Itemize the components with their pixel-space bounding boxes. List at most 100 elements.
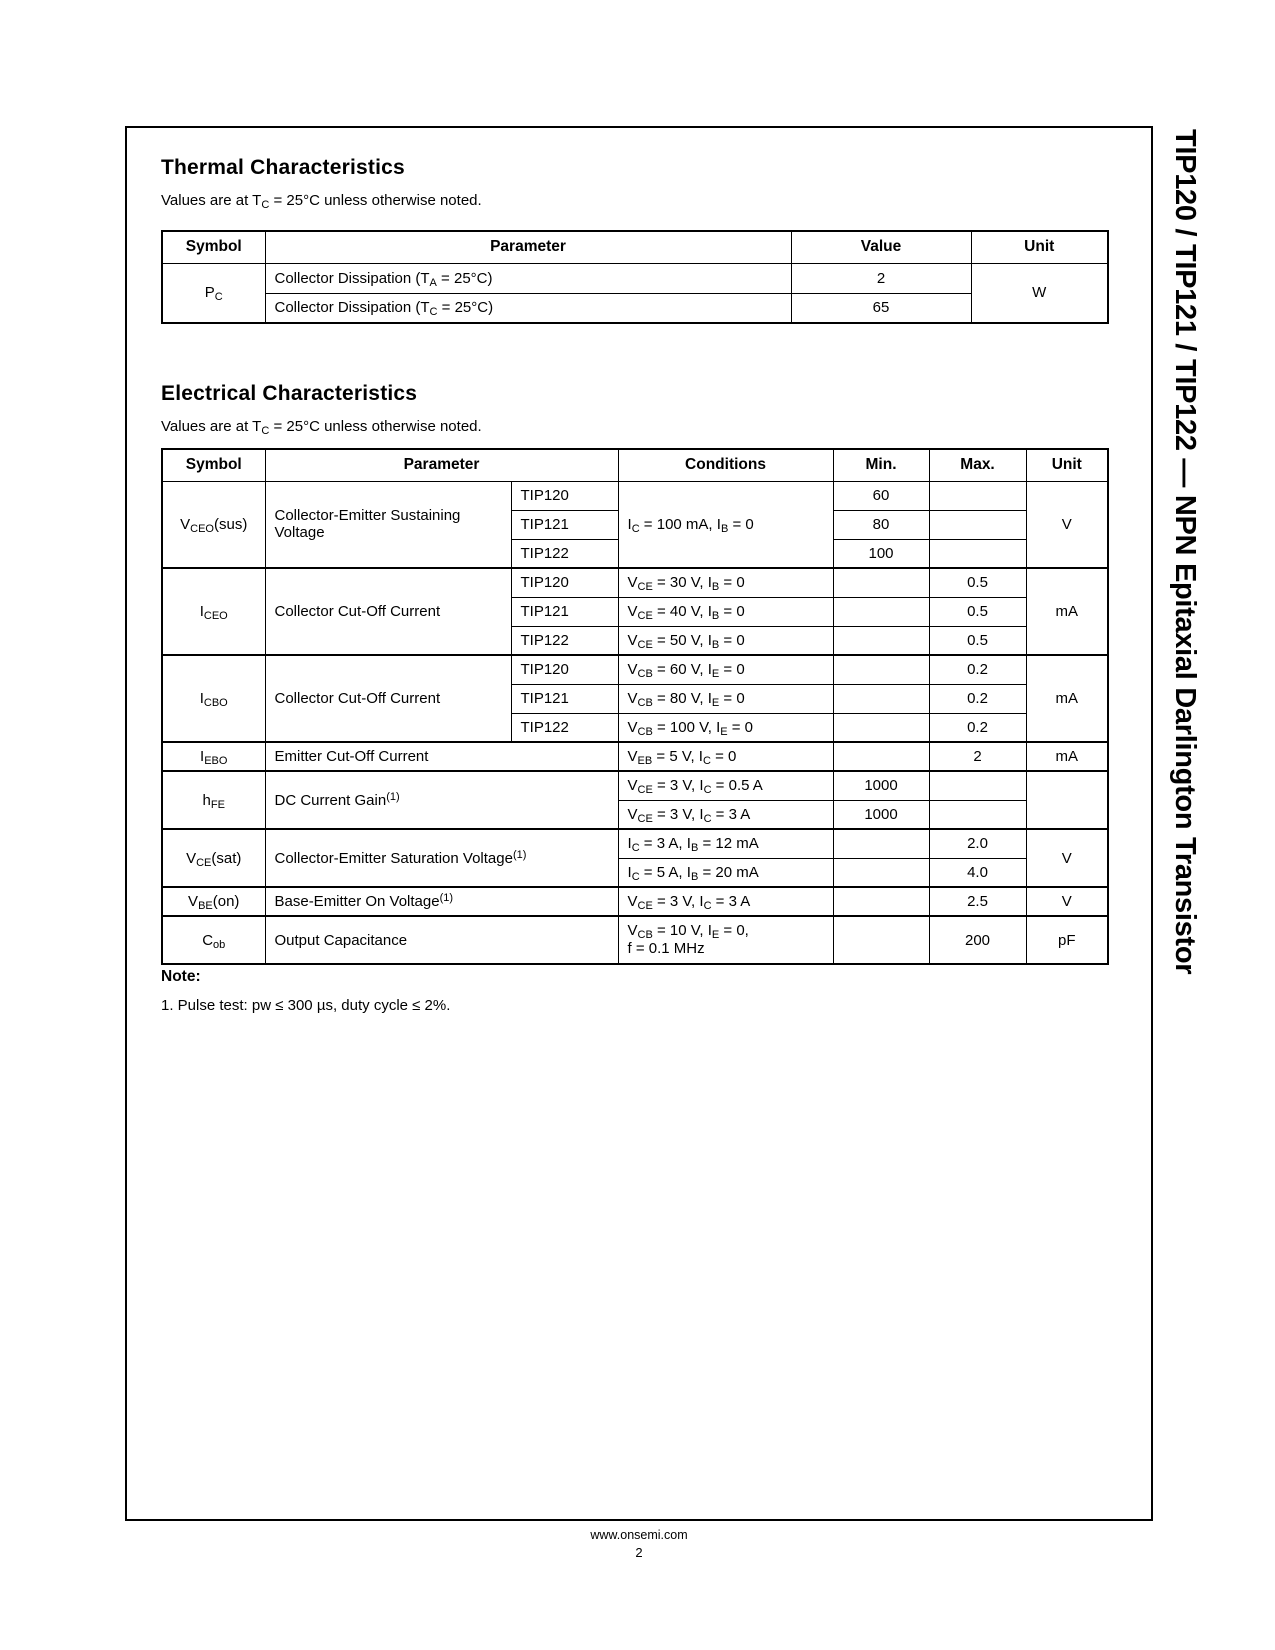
symbol-cell: VBE(on) [161, 886, 266, 917]
condition-cell: IC = 100 mA, IB = 0 [617, 480, 834, 569]
unit-cell: pF [1025, 915, 1109, 965]
max-cell: 2 [928, 741, 1027, 772]
unit-cell: V [1025, 886, 1109, 917]
condition-cell: VCE = 3 V, IC = 0.5 A [617, 770, 834, 801]
min-cell: 80 [832, 509, 930, 540]
thermal-section-title: Thermal Characteristics [161, 156, 405, 179]
column-header-unit: Unit [1025, 448, 1109, 482]
min-cell [832, 915, 930, 965]
min-cell [832, 625, 930, 656]
electrical-subtitle: Values are at TC = 25°C unless otherwise… [161, 418, 482, 437]
unit-cell: W [970, 262, 1109, 324]
min-cell [832, 886, 930, 917]
electrical-section-title: Electrical Characteristics [161, 382, 418, 405]
column-header-value: Value [790, 230, 972, 264]
electrical-header-row: Symbol Parameter Conditions Min. Max. Un… [161, 448, 1109, 482]
column-header-symbol: Symbol [161, 448, 266, 482]
max-cell [928, 770, 1027, 801]
parameter-cell: Collector-Emitter Saturation Voltage(1) [264, 828, 619, 888]
unit-cell [1025, 770, 1109, 830]
page-footer: www.onsemi.com 2 [0, 1528, 1275, 1560]
note-label: Note: [161, 968, 201, 985]
condition-cell: VCB = 60 V, IE = 0 [617, 654, 834, 685]
thermal-table: Symbol Parameter Value Unit PC Collector… [161, 230, 1109, 324]
content-frame: Thermal Characteristics Values are at TC… [125, 126, 1153, 1521]
footer-page-number: 2 [635, 1545, 643, 1560]
unit-cell: mA [1025, 654, 1109, 743]
parameter-cell: Collector Cut-Off Current [264, 567, 512, 656]
column-header-parameter: Parameter [264, 230, 792, 264]
table-row: ICBO Collector Cut-Off Current TIP120 VC… [161, 654, 1109, 743]
side-tab-title: TIP120 / TIP121 / TIP122 — NPN Epitaxial… [1169, 129, 1201, 975]
value-cell: 65 [790, 292, 972, 324]
min-cell [832, 567, 930, 598]
device-cell: TIP122 [510, 712, 619, 743]
max-cell: 0.5 [928, 625, 1027, 656]
max-cell: 0.2 [928, 683, 1027, 714]
condition-cell: VCE = 3 V, IC = 3 A [617, 799, 834, 830]
table-row: TIP121 80 [162, 509, 1108, 540]
max-cell [928, 538, 1027, 569]
parameter-cell: DC Current Gain(1) [264, 770, 619, 830]
condition-cell: VCE = 3 V, IC = 3 A [617, 886, 834, 917]
device-cell: TIP121 [510, 596, 619, 627]
device-cell: TIP120 [510, 480, 619, 511]
symbol-cell: VCE(sat) [161, 828, 266, 888]
device-cell: TIP120 [510, 567, 619, 598]
min-cell: 1000 [832, 799, 930, 830]
condition-cell: VCE = 30 V, IB = 0 [617, 567, 834, 598]
column-header-conditions: Conditions [617, 448, 834, 482]
device-cell: TIP121 [510, 683, 619, 714]
table-row: PC Collector Dissipation (TA = 25°C) 2 W [161, 262, 1109, 324]
table-row: IEBO Emitter Cut-Off Current VEB = 5 V, … [161, 741, 1109, 772]
condition-cell: VCE = 40 V, IB = 0 [617, 596, 834, 627]
symbol-cell: VCEO(sus) [161, 480, 266, 569]
parameter-cell: Output Capacitance [264, 915, 619, 965]
parameter-cell: Emitter Cut-Off Current [264, 741, 619, 772]
device-cell: TIP122 [510, 625, 619, 656]
condition-cell: VCB = 10 V, IE = 0, f = 0.1 MHz [617, 915, 834, 965]
table-row: hFE DC Current Gain(1) VCE = 3 V, IC = 0… [161, 770, 1109, 830]
device-cell: TIP121 [510, 509, 619, 540]
max-cell: 0.5 [928, 596, 1027, 627]
table-row: VBE(on) Base-Emitter On Voltage(1) VCE =… [161, 886, 1109, 917]
max-cell: 200 [928, 915, 1027, 965]
symbol-cell: Cob [161, 915, 266, 965]
max-cell: 4.0 [928, 857, 1027, 888]
min-cell [832, 596, 930, 627]
table-row: TIP121 VCE = 40 V, IB = 0 0.5 [162, 596, 1108, 627]
min-cell [832, 683, 930, 714]
electrical-table: Symbol Parameter Conditions Min. Max. Un… [161, 448, 1110, 965]
thermal-header-row: Symbol Parameter Value Unit [161, 230, 1109, 264]
unit-cell: V [1025, 828, 1109, 888]
table-row: Cob Output Capacitance VCB = 10 V, IE = … [161, 915, 1109, 965]
symbol-cell: IEBO [161, 741, 266, 772]
symbol-cell: ICEO [161, 567, 266, 656]
condition-cell: VEB = 5 V, IC = 0 [617, 741, 834, 772]
parameter-cell: Collector Dissipation (TA = 25°C) [264, 262, 792, 294]
column-header-max: Max. [928, 448, 1027, 482]
parameter-cell: Collector-Emitter Sustaining Voltage [264, 480, 512, 569]
max-cell [928, 799, 1027, 830]
min-cell: 100 [832, 538, 930, 569]
condition-cell: IC = 3 A, IB = 12 mA [617, 828, 834, 859]
condition-cell: VCB = 80 V, IE = 0 [617, 683, 834, 714]
value-cell: 2 [790, 262, 972, 294]
symbol-cell: PC [161, 262, 266, 324]
max-cell: 0.5 [928, 567, 1027, 598]
condition-cell: VCE = 50 V, IB = 0 [617, 625, 834, 656]
max-cell: 2.5 [928, 886, 1027, 917]
column-header-unit: Unit [970, 230, 1109, 264]
column-header-symbol: Symbol [161, 230, 266, 264]
footer-url: www.onsemi.com [590, 1528, 688, 1542]
table-row: Collector Dissipation (TC = 25°C) 65 [162, 292, 1108, 324]
column-header-min: Min. [832, 448, 930, 482]
symbol-cell: ICBO [161, 654, 266, 743]
device-cell: TIP120 [510, 654, 619, 685]
unit-cell: mA [1025, 741, 1109, 772]
min-cell: 60 [832, 480, 930, 511]
min-cell [832, 857, 930, 888]
max-cell [928, 480, 1027, 511]
condition-cell: VCB = 100 V, IE = 0 [617, 712, 834, 743]
